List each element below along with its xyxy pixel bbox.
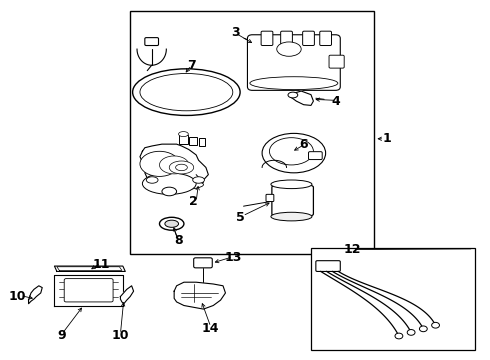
Text: 7: 7: [187, 59, 196, 72]
Text: 9: 9: [57, 329, 66, 342]
Ellipse shape: [162, 187, 176, 196]
Ellipse shape: [271, 212, 312, 221]
Text: 3: 3: [231, 27, 240, 40]
Text: 8: 8: [175, 234, 183, 247]
Text: 10: 10: [9, 290, 26, 303]
Polygon shape: [54, 266, 125, 271]
FancyBboxPatch shape: [309, 152, 322, 159]
Ellipse shape: [140, 73, 233, 111]
Ellipse shape: [395, 333, 403, 339]
Ellipse shape: [407, 329, 415, 335]
FancyBboxPatch shape: [64, 279, 113, 302]
Text: 12: 12: [344, 243, 361, 256]
Polygon shape: [140, 144, 208, 185]
Ellipse shape: [277, 42, 301, 56]
Ellipse shape: [143, 173, 196, 194]
Text: 5: 5: [236, 211, 245, 224]
FancyBboxPatch shape: [303, 31, 315, 45]
FancyBboxPatch shape: [145, 38, 159, 45]
Ellipse shape: [250, 77, 338, 90]
Bar: [130, 12, 374, 253]
Ellipse shape: [159, 156, 189, 174]
Polygon shape: [121, 286, 134, 304]
Bar: [179, 135, 188, 144]
FancyBboxPatch shape: [272, 185, 314, 216]
Polygon shape: [174, 282, 225, 309]
Ellipse shape: [145, 179, 203, 190]
Polygon shape: [292, 91, 314, 105]
Text: 1: 1: [382, 132, 391, 145]
Text: 14: 14: [202, 322, 220, 335]
Ellipse shape: [288, 92, 298, 98]
Ellipse shape: [270, 138, 314, 165]
FancyBboxPatch shape: [329, 55, 344, 68]
Bar: [311, 248, 475, 350]
Ellipse shape: [175, 164, 187, 171]
Text: 10: 10: [112, 329, 129, 342]
Ellipse shape: [262, 134, 326, 173]
Text: 13: 13: [224, 251, 242, 264]
Ellipse shape: [419, 326, 427, 332]
Ellipse shape: [140, 151, 179, 176]
FancyBboxPatch shape: [281, 31, 293, 45]
Bar: [198, 138, 205, 145]
FancyBboxPatch shape: [316, 261, 340, 271]
Text: 6: 6: [299, 138, 308, 150]
FancyBboxPatch shape: [247, 35, 340, 90]
Text: 2: 2: [189, 195, 198, 208]
Ellipse shape: [432, 322, 440, 328]
Polygon shape: [28, 286, 42, 304]
Ellipse shape: [165, 220, 178, 227]
FancyBboxPatch shape: [266, 194, 274, 202]
Polygon shape: [54, 275, 123, 306]
Ellipse shape: [193, 177, 204, 183]
FancyBboxPatch shape: [194, 258, 212, 268]
FancyBboxPatch shape: [261, 31, 273, 45]
Bar: [189, 137, 196, 145]
Ellipse shape: [159, 217, 184, 230]
Ellipse shape: [178, 132, 188, 136]
Ellipse shape: [271, 180, 312, 189]
FancyBboxPatch shape: [320, 31, 331, 45]
Ellipse shape: [147, 177, 158, 183]
Ellipse shape: [169, 161, 194, 174]
Text: 11: 11: [92, 258, 110, 271]
Ellipse shape: [133, 69, 240, 116]
Text: 4: 4: [331, 95, 340, 108]
